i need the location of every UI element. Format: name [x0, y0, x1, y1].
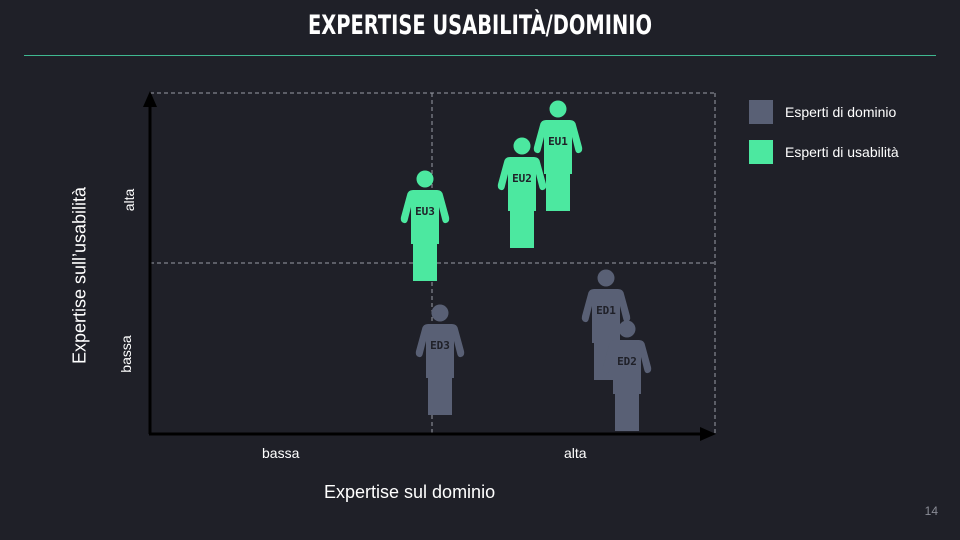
person-icon — [497, 137, 547, 248]
legend-item-domain: Esperti di dominio — [749, 100, 899, 124]
y-axis-title: Expertise sull’usabilità — [69, 186, 90, 365]
y-axis — [143, 91, 157, 434]
person-label: EU1 — [548, 135, 568, 148]
legend: Esperti di dominio Esperti di usabilità — [749, 100, 899, 180]
person-label: EU2 — [512, 172, 532, 185]
slide-title: Expertise usabilità/dominio — [307, 10, 653, 41]
person-ed2: ED2 — [602, 320, 652, 431]
legend-label-domain: Esperti di dominio — [785, 104, 897, 120]
person-label: ED1 — [596, 304, 616, 317]
person-eu2: EU2 — [497, 137, 547, 248]
person-label: ED2 — [617, 355, 637, 368]
person-eu3: EU3 — [400, 170, 450, 281]
person-ed3: ED3 — [415, 304, 465, 415]
y-low-label: bassa — [118, 335, 134, 373]
x-axis-title: Expertise sul dominio — [324, 482, 496, 502]
person-icon — [415, 304, 465, 415]
legend-label-usability: Esperti di usabilità — [785, 144, 899, 160]
title-divider — [24, 55, 936, 56]
legend-item-usability: Esperti di usabilità — [749, 140, 899, 164]
page-number: 14 — [924, 504, 938, 518]
usability-swatch — [749, 140, 773, 164]
person-icon — [533, 100, 583, 211]
x-axis — [149, 427, 716, 441]
person-label: ED3 — [430, 339, 450, 352]
person-ed1: ED1 — [581, 269, 631, 380]
y-high-label: alta — [121, 188, 137, 212]
x-high-label: alta — [564, 445, 587, 461]
person-icon — [400, 170, 450, 281]
person-eu1: EU1 — [533, 100, 583, 211]
x-low-label: bassa — [262, 445, 300, 461]
domain-swatch — [749, 100, 773, 124]
person-label: EU3 — [415, 205, 435, 218]
